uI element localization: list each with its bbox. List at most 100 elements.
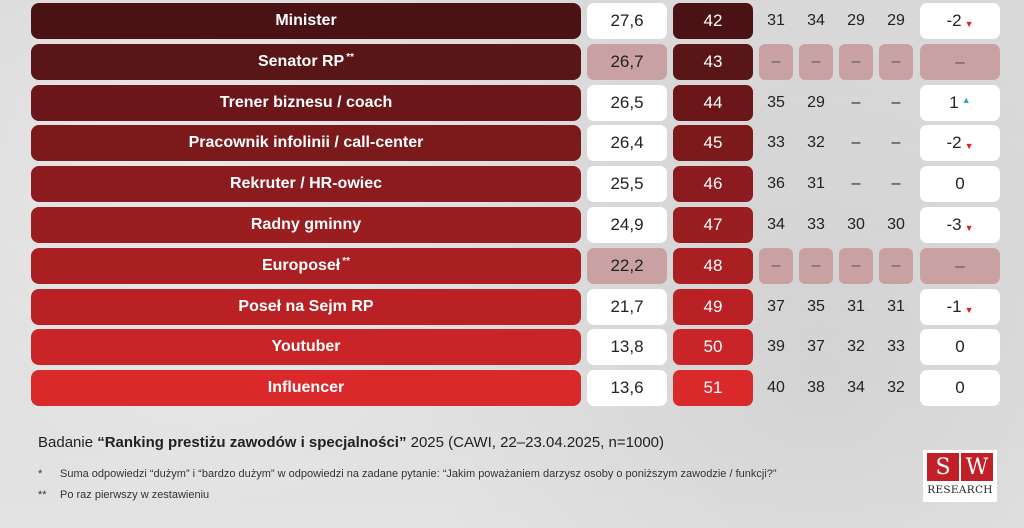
historical-rank: –: [851, 93, 861, 111]
historical-rank: 33: [807, 216, 825, 233]
table-row: Europoseł ** 22,2 48– – – – –: [0, 247, 1024, 284]
rank-change-value: -2: [946, 11, 962, 30]
profession-label: Minister: [275, 12, 337, 29]
footnote-1: * Suma odpowiedzi “dużym” i “bardzo dużym…: [38, 468, 777, 480]
table-row: Trener biznesu / coach 26,5 44 35 29 – – 1 ▲: [0, 84, 1024, 121]
profession-name: Rekruter / HR-owiec: [31, 166, 581, 203]
historical-rank: 37: [807, 338, 825, 356]
historical-rank: 29: [887, 12, 905, 29]
rank-change-value: -2: [946, 133, 962, 153]
logo-letter-s: S: [927, 453, 959, 481]
historical-rank: –: [879, 43, 913, 80]
historical-rank: 35: [767, 93, 785, 111]
profession-name: Europoseł **: [31, 247, 581, 284]
historical-rank: 35: [807, 297, 825, 315]
first-time-mark: **: [346, 51, 355, 63]
arrow-down-icon: ▼: [964, 141, 974, 152]
rank-value: 42: [673, 3, 753, 39]
rank-value: 48: [673, 247, 753, 284]
score-value: 26,7: [587, 43, 667, 80]
rank-change: 0: [920, 166, 1000, 203]
historical-rank: 33: [767, 134, 785, 152]
rank-change: –: [920, 43, 1000, 80]
profession-label: Influencer: [267, 379, 345, 397]
profession-label: Europoseł: [261, 256, 341, 274]
rank-value: 45: [673, 125, 753, 162]
historical-rank: 34: [767, 216, 785, 233]
historical-rank: 36: [767, 175, 785, 193]
profession-label: Radny gminny: [250, 216, 362, 233]
score-value: 26,5: [587, 84, 667, 121]
profession-name: Minister: [31, 3, 581, 39]
profession-name: Influencer: [31, 370, 581, 407]
rank-change-value: –: [955, 51, 965, 71]
historical-rank: 32: [807, 134, 825, 152]
table-row: Radny gminny 24,9 47 34 33 30 30 -3 ▼: [0, 207, 1024, 243]
rank-change: 0: [920, 329, 1000, 366]
first-time-mark: **: [342, 255, 351, 267]
historical-rank: –: [891, 175, 901, 193]
profession-name: Youtuber: [31, 329, 581, 366]
rank-change-value: 0: [955, 378, 965, 398]
rank-change: -2 ▼: [920, 3, 1000, 39]
profession-name: Senator RP **: [31, 43, 581, 80]
ranking-table: Minister 27,6 42 31 34 29 29 -2 ▼ Senator RP ** 26,…: [0, 3, 1024, 407]
rank-value: 50: [673, 329, 753, 366]
sw-research-logo: S W RESEARCH: [923, 450, 997, 502]
score-value: 27,6: [587, 3, 667, 39]
rank-change-value: 0: [955, 174, 965, 194]
profession-label: Rekruter / HR-owiec: [229, 175, 383, 193]
profession-name: Radny gminny: [31, 207, 581, 243]
historical-rank: 31: [807, 175, 825, 193]
rank-change: -1 ▼: [920, 288, 1000, 325]
profession-label: Pracownik infolinii / call-center: [188, 134, 424, 152]
historical-rank: –: [839, 43, 873, 80]
historical-rank: 30: [847, 216, 865, 233]
score-value: 13,6: [587, 370, 667, 407]
historical-rank: 31: [767, 12, 785, 29]
profession-name: Pracownik infolinii / call-center: [31, 125, 581, 162]
historical-rank: –: [891, 93, 901, 111]
score-value: 26,4: [587, 125, 667, 162]
score-value: 21,7: [587, 288, 667, 325]
rank-change: 1 ▲: [920, 84, 1000, 121]
profession-name: Trener biznesu / coach: [31, 84, 581, 121]
historical-rank: 39: [767, 338, 785, 356]
historical-rank: –: [851, 134, 861, 152]
historical-rank: 31: [847, 297, 865, 315]
rank-value: 46: [673, 166, 753, 203]
table-row: Influencer 13,6 51 40 38 34 32 0: [0, 370, 1024, 407]
historical-rank: 38: [807, 379, 825, 397]
historical-rank: 30: [887, 216, 905, 233]
historical-rank: 31: [887, 297, 905, 315]
profession-label: Poseł na Sejm RP: [238, 297, 374, 315]
profession-label: Senator RP: [257, 52, 345, 70]
table-row: Minister 27,6 42 31 34 29 29 -2 ▼: [0, 3, 1024, 39]
table-row: Poseł na Sejm RP 21,7 49 37 35 31 31 -1 ▼: [0, 288, 1024, 325]
arrow-down-icon: ▼: [964, 19, 974, 29]
table-row: Youtuber 13,8 50 39 37 32 33 0: [0, 329, 1024, 366]
rank-change: –: [920, 247, 1000, 284]
historical-rank: 32: [887, 379, 905, 397]
rank-change-value: -3: [946, 215, 962, 234]
historical-rank: –: [759, 43, 793, 80]
rank-change: -3 ▼: [920, 207, 1000, 243]
score-value: 22,2: [587, 247, 667, 284]
logo-text: RESEARCH: [927, 484, 993, 496]
historical-rank: 37: [767, 297, 785, 315]
arrow-down-icon: ▼: [964, 223, 974, 233]
rank-change-value: 1: [949, 92, 959, 112]
rank-change: -2 ▼: [920, 125, 1000, 162]
score-value: 13,8: [587, 329, 667, 366]
historical-rank: 34: [807, 12, 825, 29]
profession-name: Poseł na Sejm RP: [31, 288, 581, 325]
rank-change: 0: [920, 370, 1000, 407]
rank-change-value: -1: [946, 296, 962, 316]
arrow-down-icon: ▼: [964, 304, 974, 315]
rank-value: 43: [673, 43, 753, 80]
historical-rank: –: [759, 247, 793, 284]
historical-rank: 32: [847, 338, 865, 356]
table-row: Senator RP ** 26,7 43– – – – –: [0, 43, 1024, 80]
rank-value: 49: [673, 288, 753, 325]
historical-rank: –: [839, 247, 873, 284]
